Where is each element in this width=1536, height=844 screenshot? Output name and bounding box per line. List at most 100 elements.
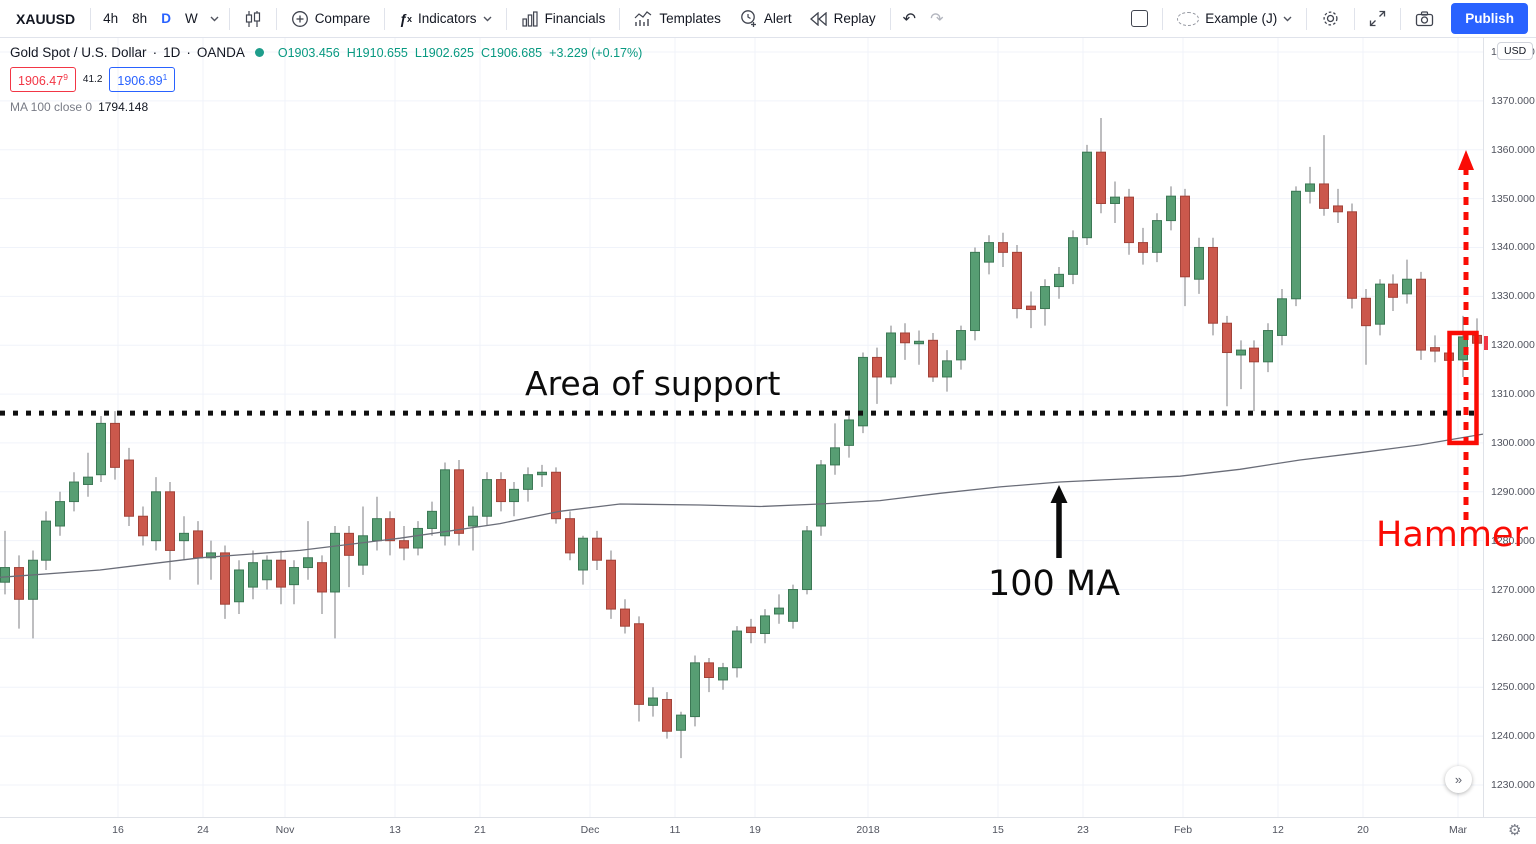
- currency-toggle-button[interactable]: USD: [1497, 42, 1534, 60]
- bid-price-box[interactable]: 1906.479: [10, 67, 76, 93]
- bid-price: 1906.47: [18, 74, 64, 89]
- time-axis-label: 24: [197, 824, 209, 836]
- spread-value: 41.2: [82, 74, 103, 86]
- symbol-title[interactable]: Gold Spot / U.S. Dollar: [10, 45, 147, 60]
- ma-100-line: [0, 433, 1483, 578]
- interval-4h[interactable]: 4h: [103, 11, 119, 26]
- templates-icon: [634, 10, 653, 28]
- ask-price-box[interactable]: 1906.891: [109, 67, 176, 93]
- chart-canvas[interactable]: [0, 38, 1483, 817]
- market-status-dot[interactable]: [254, 48, 264, 57]
- toolbar-divider: [384, 7, 386, 30]
- price-axis-label: 1280.000: [1491, 534, 1535, 547]
- hammer-arrow: [1458, 150, 1474, 520]
- layout-grid-icon: [1131, 10, 1149, 27]
- cloud-icon: [1177, 11, 1200, 26]
- toolbar-divider: [505, 7, 507, 30]
- candlestick-icon: [244, 10, 262, 28]
- financials-button[interactable]: Financials: [512, 4, 615, 34]
- templates-label: Templates: [659, 11, 721, 26]
- price-axis-label: 1230.000: [1491, 779, 1535, 791]
- time-axis-label: 19: [749, 824, 761, 836]
- toolbar-divider: [889, 7, 891, 30]
- indicators-label: Indicators: [418, 11, 477, 26]
- chevron-down-icon: [1283, 16, 1292, 22]
- price-axis-label: 1350.000: [1491, 192, 1535, 205]
- time-axis-label: Nov: [275, 824, 295, 836]
- financials-label: Financials: [544, 11, 606, 26]
- price-axis-label: 1370.000: [1491, 94, 1535, 107]
- alert-label: Alert: [763, 11, 792, 26]
- interval-w[interactable]: W: [184, 11, 198, 26]
- time-axis-label: 16: [112, 824, 124, 836]
- price-axis-label: 1240.000: [1491, 730, 1535, 743]
- interval-8h[interactable]: 8h: [132, 11, 148, 26]
- high-value: H1910.655: [346, 45, 408, 60]
- ask-price: 1906.89: [117, 74, 163, 89]
- chart-main-area: Gold Spot / U.S. Dollar · 1D · OANDA O19…: [0, 38, 1536, 844]
- time-axis-label: 21: [474, 824, 486, 836]
- chart-style-button[interactable]: [235, 4, 271, 34]
- toolbar-divider: [619, 7, 621, 30]
- toolbar-divider: [1306, 7, 1308, 30]
- ma-indicator-row[interactable]: MA 100 close 0 1794.148: [10, 100, 642, 114]
- price-axis-label: 1320.000: [1491, 339, 1535, 352]
- fullscreen-icon: [1369, 10, 1386, 27]
- undo-icon[interactable]: ↶: [902, 9, 917, 28]
- toolbar-divider: [90, 7, 92, 30]
- replay-button[interactable]: Replay: [801, 4, 885, 34]
- ask-price-fraction: 1: [162, 72, 168, 82]
- time-axis-label: 13: [389, 824, 401, 836]
- chevron-down-icon[interactable]: [205, 16, 224, 22]
- snapshot-button[interactable]: [1406, 4, 1443, 34]
- compare-button[interactable]: Compare: [282, 4, 380, 34]
- legend-separator: ·: [152, 45, 158, 60]
- price-axis-label: 1260.000: [1491, 632, 1535, 645]
- open-value: O1903.456: [277, 45, 340, 60]
- price-axis-label: 1310.000: [1491, 388, 1535, 401]
- last-price-tag: [1484, 335, 1488, 350]
- fullscreen-button[interactable]: [1360, 4, 1395, 34]
- camera-icon: [1415, 10, 1434, 27]
- compare-label: Compare: [314, 11, 371, 26]
- replay-rewind-icon: [809, 11, 828, 26]
- alert-button[interactable]: Alert: [730, 4, 801, 34]
- toolbar-divider: [275, 7, 277, 30]
- change-value: +3.229 (+0.17%): [549, 45, 643, 60]
- time-axis-label: 12: [1272, 824, 1284, 836]
- axis-settings-gear-icon[interactable]: ⚙: [1508, 821, 1522, 839]
- exchange-label: OANDA: [196, 45, 245, 60]
- publish-button[interactable]: Publish: [1451, 3, 1528, 34]
- cloud-layout-button[interactable]: Example (J): [1168, 4, 1301, 34]
- templates-button[interactable]: Templates: [625, 4, 730, 34]
- interval-d[interactable]: D: [161, 11, 171, 26]
- time-axis-label: Feb: [1173, 824, 1193, 836]
- price-axis-label: 1250.000: [1491, 681, 1535, 694]
- time-axis[interactable]: ⚙ 16 24 Nov 13 21 Dec 11 19 2018 15 23 Feb 12 20 Mar: [0, 817, 1536, 844]
- legend-separator: ·: [186, 45, 191, 60]
- layout-select-button[interactable]: [1122, 4, 1157, 34]
- toolbar-divider: [1354, 7, 1356, 30]
- plus-circle-icon: [291, 10, 309, 28]
- bid-price-fraction: 9: [63, 72, 68, 82]
- redo-icon[interactable]: ↷: [930, 9, 944, 28]
- ma-arrow: [1050, 485, 1068, 558]
- ma-indicator-value: 1794.148: [98, 100, 149, 115]
- interval-group: 4h 8h D W: [96, 11, 205, 26]
- price-axis-label: 1340.000: [1491, 241, 1535, 254]
- price-axis-label: 1330.000: [1491, 290, 1535, 303]
- expand-more-button[interactable]: »: [1445, 766, 1472, 793]
- gridlines: [0, 38, 1483, 817]
- time-axis-label: 20: [1357, 824, 1369, 836]
- price-axis[interactable]: USD 1380.0001370.0001360.0001350.0001340…: [1483, 38, 1536, 817]
- bar-chart-icon: [521, 10, 539, 28]
- price-axis-label: 1290.000: [1491, 485, 1535, 498]
- replay-label: Replay: [833, 11, 876, 26]
- settings-button[interactable]: [1312, 4, 1349, 34]
- time-axis-label: 15: [992, 824, 1004, 836]
- ma-indicator-label: MA 100 close 0: [10, 100, 93, 115]
- price-axis-label: 1360.000: [1491, 143, 1535, 156]
- symbol-button[interactable]: XAUUSD: [16, 10, 76, 27]
